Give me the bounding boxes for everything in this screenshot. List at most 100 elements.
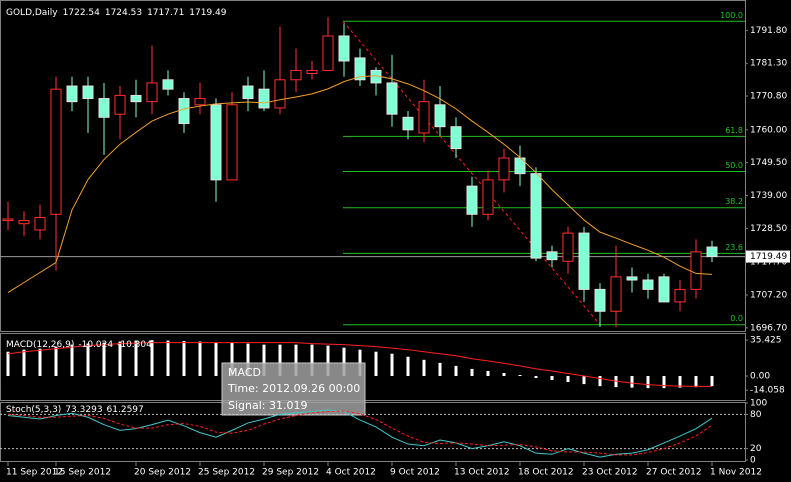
macd-header-part: -10.304 — [117, 340, 152, 350]
y-tick-label: 35.425 — [750, 336, 782, 346]
stoch-signal — [7, 410, 713, 456]
macd-bar — [614, 376, 618, 388]
macd-bar — [678, 376, 682, 388]
y-tick-label: 80 — [750, 410, 762, 420]
chart-title: GOLD,Daily 1722.54 1724.53 1717.71 1719.49 — [6, 8, 227, 18]
macd-header-part: -10.024 — [78, 340, 113, 350]
fibo-label: 23.6 — [725, 243, 743, 252]
candle-body — [82, 85, 94, 100]
macd-bar — [342, 347, 346, 377]
y-tick-label: 1791.80 — [750, 26, 787, 36]
macd-bar — [406, 356, 410, 377]
candle-body — [594, 288, 606, 312]
macd-bar — [102, 342, 106, 377]
candle-body — [658, 276, 670, 303]
candle-body — [18, 220, 30, 225]
candle-body — [354, 57, 366, 81]
stoch-panel — [0, 402, 746, 462]
macd-bar — [438, 362, 442, 377]
y-tick-label: 0.00 — [750, 372, 770, 382]
x-tick-label: 18 Oct 2012 — [518, 468, 574, 478]
y-tick-label: 1739.00 — [750, 191, 787, 201]
candle-body — [114, 94, 126, 115]
x-tick-label: 23 Oct 2012 — [582, 468, 638, 478]
candle-body — [626, 276, 638, 281]
symbol-period: GOLD,Daily — [6, 8, 58, 18]
x-tick-label: 13 Oct 2012 — [454, 468, 510, 478]
fibo-label: 38.2 — [725, 197, 743, 206]
candle-body — [530, 173, 542, 259]
y-tick-label: 1707.20 — [750, 291, 787, 301]
x-tick-label: 11 Sep 2012 — [6, 468, 63, 478]
candle-body — [306, 69, 318, 75]
x-tick-label: 27 Oct 2012 — [646, 468, 702, 478]
stoch-title: Stoch(5,3,3) 73.3293 61.2597 — [6, 405, 144, 415]
candle-body — [706, 246, 718, 258]
candle-body — [642, 279, 654, 290]
last-price-box — [746, 250, 790, 263]
candle-body — [34, 216, 46, 231]
candle-body — [130, 94, 142, 103]
candle-body — [418, 101, 430, 134]
fibo-label: 61.8 — [725, 126, 743, 135]
x-tick-label: 1 Nov 2012 — [710, 468, 762, 478]
macd-bar — [54, 346, 58, 377]
macd-bar — [326, 345, 330, 377]
macd-bar — [134, 340, 138, 377]
tooltip-signal: Signal: 31.019 — [228, 399, 307, 412]
candle-body — [274, 79, 286, 109]
candle-body — [146, 82, 158, 103]
macd-bar — [150, 340, 154, 377]
y-tick-label: 1781.30 — [750, 59, 787, 69]
y-tick-label: 1717.70 — [750, 258, 787, 268]
candle-body — [194, 98, 206, 106]
fibo-label: 0.0 — [730, 314, 743, 323]
macd-bar — [86, 343, 90, 377]
moving-average — [7, 75, 713, 293]
macd-bar — [390, 353, 394, 377]
header-close: 1719.49 — [189, 8, 226, 18]
y-tick-label: 0 — [750, 456, 756, 466]
macd-panel — [0, 333, 746, 401]
candle-body — [434, 104, 446, 128]
candle-body — [338, 35, 350, 62]
macd-bar — [694, 376, 698, 388]
candle-body — [674, 288, 686, 303]
candle-body — [290, 69, 302, 81]
macd-bar — [262, 344, 266, 377]
candle-body — [402, 116, 414, 131]
macd-title: MACD(12,26,9) -10.024 -10.304 — [6, 340, 152, 350]
fibo-label: 50.0 — [725, 161, 743, 170]
candle-body — [226, 104, 238, 181]
header-open: 1722.54 — [63, 8, 100, 18]
macd-bar — [70, 344, 74, 377]
tooltip-box — [221, 362, 366, 416]
x-tick-label: 20 Sep 2012 — [134, 468, 191, 478]
tooltip-time: Time: 2012.09.26 00:00 — [227, 382, 360, 395]
macd-bar — [422, 359, 426, 377]
macd-bar — [582, 376, 586, 385]
macd-bar — [246, 343, 250, 377]
candle-body — [258, 88, 270, 109]
candle-body — [466, 185, 478, 215]
x-tick-label: 9 Oct 2012 — [390, 468, 440, 478]
macd-bar — [662, 376, 666, 389]
macd-bar — [198, 341, 202, 377]
header-high: 1724.53 — [105, 8, 142, 18]
y-tick-label: 20 — [750, 444, 762, 454]
macd-bar — [486, 370, 490, 377]
macd-bar — [566, 376, 570, 383]
y-tick-label: 1770.80 — [750, 92, 787, 102]
stoch-header-part: 61.2597 — [107, 405, 144, 415]
candle-body — [66, 85, 78, 103]
fibo-label: 100.0 — [720, 11, 743, 20]
macd-bar — [518, 374, 522, 377]
header-low: 1717.71 — [147, 8, 184, 18]
macd-bar — [502, 372, 506, 377]
candle-body — [450, 126, 462, 150]
x-tick-label: 15 Sep 2012 — [54, 468, 111, 478]
candle-body — [546, 251, 558, 261]
macd-bar — [38, 348, 42, 377]
stoch-header-part: 73.3293 — [65, 405, 102, 415]
y-tick-label: 1696.70 — [750, 323, 787, 333]
